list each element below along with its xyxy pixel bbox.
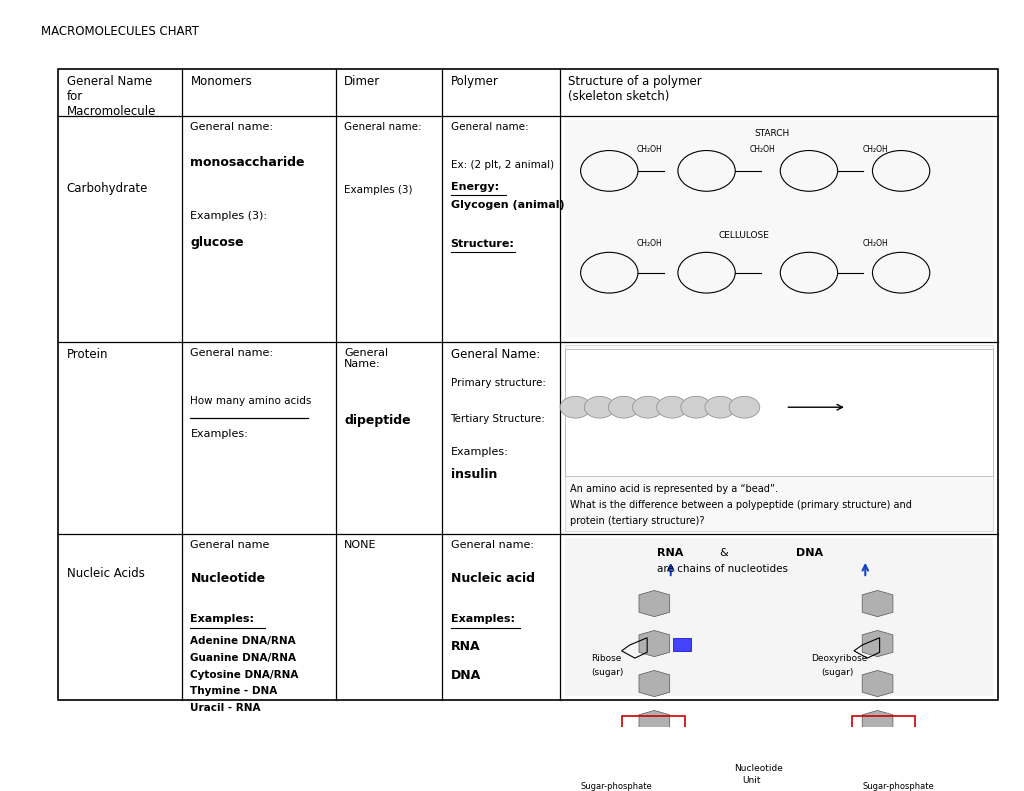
Bar — [673, 638, 691, 651]
Text: Examples:: Examples: — [451, 447, 508, 457]
Text: Examples:: Examples: — [190, 429, 248, 439]
Polygon shape — [862, 590, 893, 617]
Bar — [565, 538, 993, 696]
Text: Adenine DNA/RNA: Adenine DNA/RNA — [190, 636, 296, 646]
Bar — [565, 349, 993, 476]
Text: Energy:: Energy: — [451, 182, 499, 191]
Text: Ribose: Ribose — [591, 654, 622, 664]
Text: CH₂OH: CH₂OH — [862, 239, 888, 248]
Text: CH₂OH: CH₂OH — [862, 146, 888, 154]
Text: Tertiary Structure:: Tertiary Structure: — [451, 414, 546, 425]
Text: Protein: Protein — [67, 347, 109, 361]
Text: Nucleic Acids: Nucleic Acids — [67, 567, 144, 581]
Text: Sugar-phosphate: Sugar-phosphate — [862, 782, 934, 791]
Bar — [565, 120, 993, 338]
Text: Polymer: Polymer — [451, 75, 499, 88]
Text: (sugar): (sugar) — [821, 668, 854, 676]
Circle shape — [560, 396, 591, 418]
Polygon shape — [639, 710, 670, 736]
Bar — [622, 717, 685, 751]
Text: How many amino acids: How many amino acids — [190, 396, 312, 407]
Text: CH₂OH: CH₂OH — [637, 239, 663, 248]
Circle shape — [681, 396, 712, 418]
Text: STARCH: STARCH — [755, 130, 790, 138]
Text: Deoxyribose: Deoxyribose — [811, 654, 867, 664]
Text: General name:: General name: — [190, 122, 273, 132]
Text: General name:: General name: — [344, 122, 422, 132]
Text: insulin: insulin — [451, 467, 497, 481]
Text: Guanine DNA/RNA: Guanine DNA/RNA — [190, 653, 297, 663]
Text: DNA: DNA — [796, 547, 822, 558]
Text: Monomers: Monomers — [190, 75, 252, 88]
Text: NONE: NONE — [344, 540, 377, 551]
Text: Primary structure:: Primary structure: — [451, 378, 546, 388]
Text: Glycogen (animal): Glycogen (animal) — [451, 200, 564, 210]
Circle shape — [656, 396, 687, 418]
Text: General Name:: General Name: — [451, 347, 540, 361]
Text: are chains of nucleotides: are chains of nucleotides — [657, 563, 788, 573]
Text: Examples:: Examples: — [190, 615, 254, 624]
Text: What is the difference between a polypeptide (primary structure) and: What is the difference between a polypep… — [570, 500, 912, 510]
Text: Ex: (2 plt, 2 animal): Ex: (2 plt, 2 animal) — [451, 160, 554, 170]
Text: Cytosine DNA/RNA: Cytosine DNA/RNA — [190, 670, 299, 679]
Bar — [565, 346, 993, 531]
Circle shape — [729, 396, 760, 418]
Circle shape — [585, 396, 615, 418]
Text: General name:: General name: — [451, 540, 534, 551]
Text: DNA: DNA — [451, 669, 481, 682]
Text: General name: General name — [190, 540, 270, 551]
Text: glucose: glucose — [190, 237, 244, 249]
Polygon shape — [862, 671, 893, 697]
Circle shape — [608, 396, 639, 418]
Text: Thymine - DNA: Thymine - DNA — [190, 687, 278, 696]
Text: Unit: Unit — [742, 776, 761, 785]
Polygon shape — [639, 590, 670, 617]
Text: Examples (3): Examples (3) — [344, 185, 413, 195]
Text: Carbohydrate: Carbohydrate — [67, 182, 147, 195]
Text: Nucleotide: Nucleotide — [190, 573, 265, 585]
Text: Examples (3):: Examples (3): — [190, 211, 267, 221]
Text: Examples:: Examples: — [451, 615, 514, 624]
Circle shape — [633, 396, 664, 418]
Text: &: & — [719, 547, 728, 558]
Text: Nucleotide: Nucleotide — [734, 763, 783, 773]
Text: General name:: General name: — [451, 122, 528, 132]
Text: General name:: General name: — [190, 347, 273, 358]
Text: Dimer: Dimer — [344, 75, 380, 88]
Text: Structure:: Structure: — [451, 239, 514, 248]
Polygon shape — [862, 630, 893, 657]
Polygon shape — [639, 630, 670, 657]
Circle shape — [705, 396, 735, 418]
Text: (sugar): (sugar) — [591, 668, 624, 676]
Text: CH₂OH: CH₂OH — [750, 146, 775, 154]
Text: CELLULOSE: CELLULOSE — [719, 231, 770, 240]
Polygon shape — [639, 671, 670, 697]
Text: MACROMOLECULES CHART: MACROMOLECULES CHART — [41, 25, 199, 39]
Polygon shape — [862, 710, 893, 736]
Bar — [58, 69, 998, 699]
Bar — [852, 717, 915, 751]
Text: General Name
for
Macromolecule: General Name for Macromolecule — [67, 75, 156, 118]
Text: Structure of a polymer
(skeleton sketch): Structure of a polymer (skeleton sketch) — [568, 75, 702, 103]
Text: Sugar-phosphate: Sugar-phosphate — [581, 782, 652, 791]
Text: RNA: RNA — [451, 640, 480, 653]
Text: An amino acid is represented by a “bead”.: An amino acid is represented by a “bead”… — [570, 483, 778, 494]
Text: monosaccharide: monosaccharide — [190, 157, 305, 169]
Text: CH₂OH: CH₂OH — [637, 146, 663, 154]
Text: Nucleic acid: Nucleic acid — [451, 573, 535, 585]
Text: RNA: RNA — [657, 547, 684, 558]
Text: Uracil - RNA: Uracil - RNA — [190, 703, 261, 713]
Text: protein (tertiary structure)?: protein (tertiary structure)? — [570, 517, 705, 526]
Text: dipeptide: dipeptide — [344, 414, 411, 427]
Text: General
Name:: General Name: — [344, 347, 388, 369]
